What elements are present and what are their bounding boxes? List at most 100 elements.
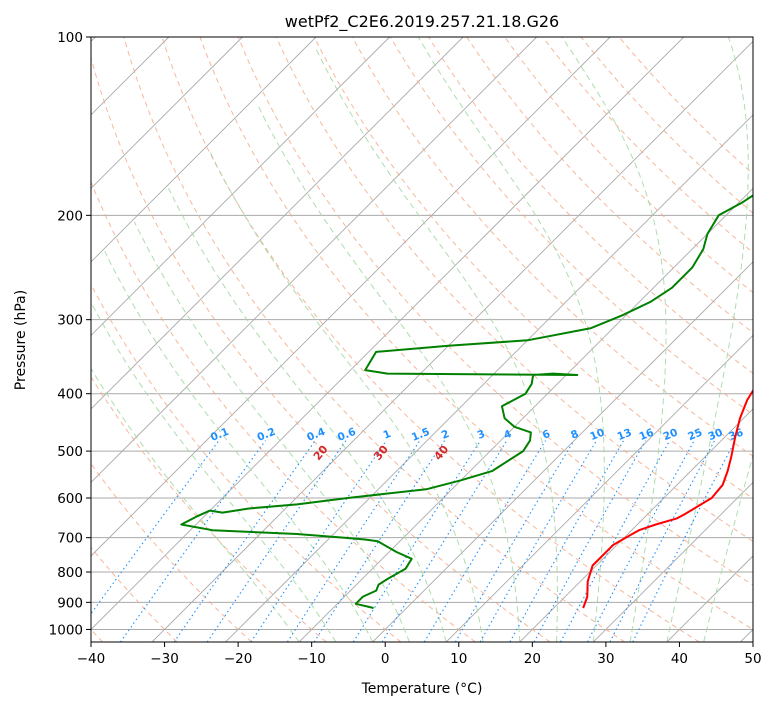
dry-adiabat-line xyxy=(91,462,253,642)
moist-adiabat-line xyxy=(133,221,410,642)
mixing-ratio-label: 2 xyxy=(440,428,451,442)
mixing-ratio-line xyxy=(381,440,508,642)
x-tick-label: 30 xyxy=(597,651,614,667)
dry-adiabat-line xyxy=(123,37,625,642)
moist-adiabat-line xyxy=(91,301,337,642)
dry-adiabat-label: 40 xyxy=(432,443,452,463)
x-tick-label: 40 xyxy=(671,651,688,667)
mixing-ratio-label: 0.6 xyxy=(336,426,358,444)
isotherm-line xyxy=(91,37,243,190)
x-axis-ticks: −40 −30 −20 −10 0 10 20 30 40 50 xyxy=(77,642,762,667)
mixing-ratio-label: 30 xyxy=(706,427,724,444)
x-axis-label: Temperature (°C) xyxy=(361,681,483,697)
moist-adiabat-line xyxy=(703,453,753,642)
mixing-ratio-line xyxy=(587,440,695,642)
mixing-ratio-label: 25 xyxy=(686,427,704,444)
y-tick-label: 400 xyxy=(57,387,83,403)
isotherm-line xyxy=(91,37,464,410)
y-tick-label: 100 xyxy=(57,30,83,46)
mixing-ratio-line xyxy=(423,440,546,642)
isotherm-line xyxy=(740,628,753,642)
mixing-ratio-line xyxy=(533,440,647,642)
dry-adiabat-line xyxy=(199,37,753,630)
isotherm-line xyxy=(91,37,317,263)
y-axis-ticks: 100 200 300 400 500 600 700 800 900 1000 xyxy=(49,30,91,638)
mixing-ratio-line xyxy=(509,440,625,642)
moist-adiabat-line xyxy=(315,49,558,642)
mixing-ratio-line xyxy=(352,440,481,642)
y-tick-label: 300 xyxy=(57,313,83,329)
profiles xyxy=(180,194,753,609)
mixing-ratio-labels: 0.1 0.2 0.4 0.6 1 1.5 2 3 4 6 8 10 13 16 20 25 30 36 xyxy=(209,426,745,444)
dry-adiabat-line xyxy=(91,180,476,642)
mixing-ratio-line xyxy=(454,440,575,642)
y-tick-label: 200 xyxy=(57,208,83,224)
x-tick-label: 0 xyxy=(381,651,390,667)
y-tick-label: 600 xyxy=(57,491,83,507)
y-tick-label: 700 xyxy=(57,531,83,547)
isotherm-line xyxy=(445,334,753,642)
mixing-ratio-line xyxy=(119,440,266,642)
isotherm-line xyxy=(91,37,390,337)
dry-adiabat-line xyxy=(428,37,753,374)
dry-adiabat-line xyxy=(390,37,753,416)
moist-adiabat-line xyxy=(417,37,605,642)
dry-adiabat-line xyxy=(466,37,753,334)
mixing-ratio-label: 8 xyxy=(569,428,580,442)
isotherm-line xyxy=(91,37,611,557)
chart-title: wetPf2_C2E6.2019.257.21.18.G26 xyxy=(285,12,559,32)
moist-adiabat-line xyxy=(208,149,484,642)
dry-adiabat-label: 30 xyxy=(371,443,391,463)
x-tick-label: −20 xyxy=(224,651,253,667)
mixing-ratio-label: 3 xyxy=(476,428,487,442)
x-tick-label: 50 xyxy=(744,651,761,667)
dry-adiabat-line xyxy=(618,37,753,175)
mixing-ratio-line xyxy=(206,440,347,642)
dry-adiabat-line xyxy=(91,283,402,642)
isotherm-line xyxy=(91,37,685,631)
mixing-ratio-label: 1 xyxy=(382,428,393,442)
plot-frame xyxy=(90,36,754,643)
mixing-ratio-label: 20 xyxy=(662,427,680,444)
mixing-ratio-label: 10 xyxy=(588,427,606,444)
mixing-ratio-label: 1.5 xyxy=(410,426,432,444)
isotherm-line xyxy=(666,555,753,642)
isotherm-line xyxy=(151,40,753,642)
moist-adiabat-line xyxy=(168,187,447,642)
mixing-ratio-label: 0.1 xyxy=(209,426,231,444)
moist-adiabat-line xyxy=(561,37,667,642)
dry-adiabat-line xyxy=(275,37,753,542)
y-tick-label: 500 xyxy=(57,444,83,460)
mixing-ratio-line xyxy=(286,440,421,642)
mixing-ratio-line xyxy=(250,440,387,642)
dry-adiabat-line xyxy=(161,37,700,642)
y-tick-label: 900 xyxy=(57,595,83,611)
mixing-ratio-label: 0.4 xyxy=(305,426,327,444)
mixing-ratio-line xyxy=(560,440,671,642)
background-lines xyxy=(91,37,753,642)
mixing-ratio-line xyxy=(609,440,716,642)
isotherm-line xyxy=(519,408,753,642)
dry-adiabat-label: 20 xyxy=(311,443,331,463)
mixing-ratio-label: 6 xyxy=(541,428,552,442)
mixing-ratio-line xyxy=(91,440,220,615)
moist-adiabat-line xyxy=(257,104,521,642)
mixing-ratio-line xyxy=(173,440,316,642)
temperature-profile-line xyxy=(582,389,753,609)
dry-adiabat-line xyxy=(313,37,753,499)
x-tick-label: −40 xyxy=(77,651,106,667)
dry-adiabat-line xyxy=(237,37,753,586)
dry-adiabat-line xyxy=(91,55,551,642)
moist-adiabat-line xyxy=(104,251,374,642)
mixing-ratio-line xyxy=(479,440,597,642)
moist-adiabat-line xyxy=(666,37,749,642)
dry-adiabat-line xyxy=(91,375,327,642)
y-axis-label: Pressure (hPa) xyxy=(13,290,29,390)
dewpoint-profile-line xyxy=(180,194,753,609)
mixing-ratio-label: 16 xyxy=(637,427,655,444)
dry-adiabat-line xyxy=(91,546,178,642)
isotherm-line xyxy=(372,261,753,642)
isotherm-line xyxy=(91,37,537,484)
x-tick-label: −10 xyxy=(297,651,326,667)
